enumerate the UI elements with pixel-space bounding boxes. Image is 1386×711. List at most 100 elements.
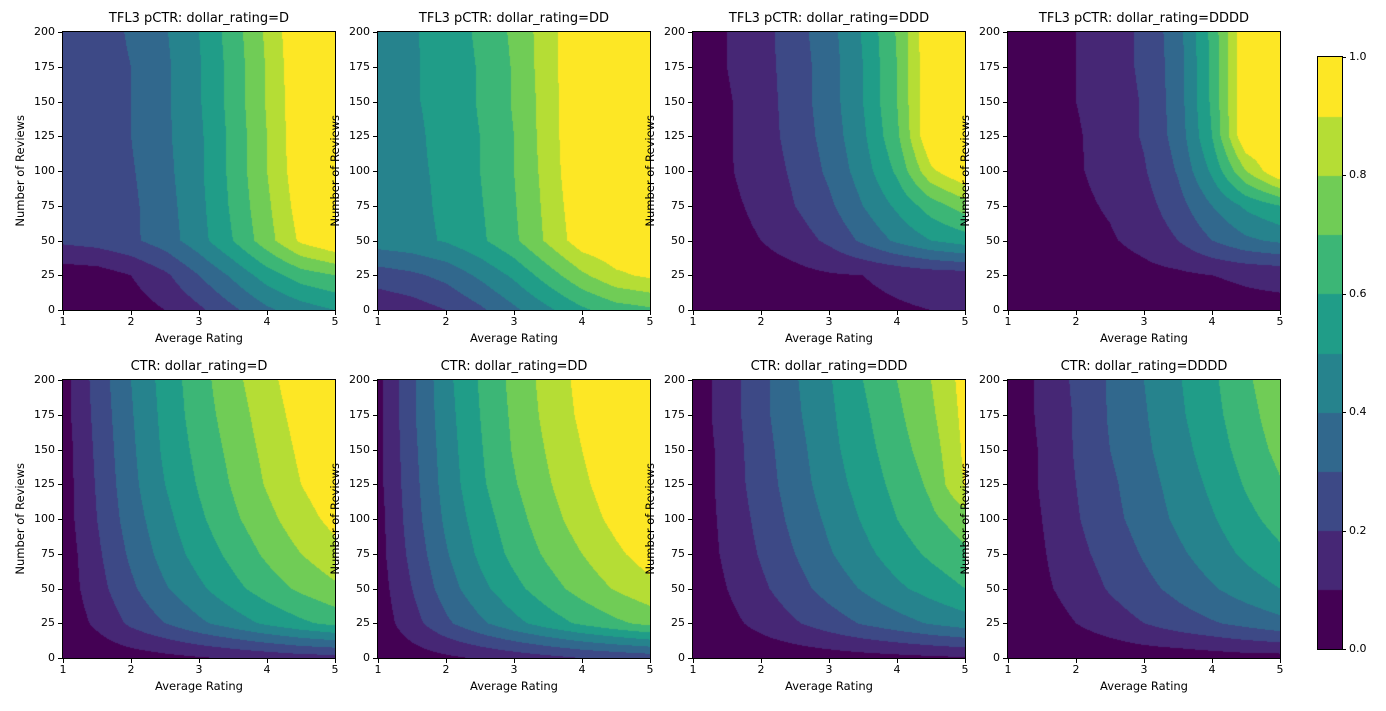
subplot-tfl3-pctr-dollar-rating-dd-x-tick-label: 1 [374,315,382,328]
subplot-ctr-dollar-rating-dd-y-tick-mark [373,554,377,555]
subplot-ctr-dollar-rating-ddd-y-tick-label: 50 [671,582,685,595]
subplot-ctr-dollar-rating-dddd-x-tick-label: 4 [1208,663,1216,676]
subplot-tfl3-pctr-dollar-rating-ddd-y-tick-label: 50 [671,234,685,247]
subplot-tfl3-pctr-dollar-rating-d-contour-canvas [62,31,336,311]
subplot-ctr-dollar-rating-d-y-tick-label: 50 [41,582,55,595]
subplot-ctr-dollar-rating-dd-y-tick-mark [373,623,377,624]
colorbar-tick-mark [1342,649,1346,650]
subplot-ctr-dollar-rating-ddd-y-tick-label: 125 [664,477,685,490]
subplot-tfl3-pctr-dollar-rating-d-x-tick-mark [63,311,64,315]
subplot-ctr-dollar-rating-dddd-y-tick-label: 175 [979,408,1000,421]
subplot-tfl3-pctr-dollar-rating-dd-y-tick-label: 50 [356,234,370,247]
subplot-ctr-dollar-rating-d-y-tick-label: 100 [34,512,55,525]
subplot-tfl3-pctr-dollar-rating-d-x-tick-mark [267,311,268,315]
subplot-tfl3-pctr-dollar-rating-dddd-y-tick-mark [1003,241,1007,242]
subplot-tfl3-pctr-dollar-rating-ddd-y-tick-mark [688,275,692,276]
subplot-ctr-dollar-rating-d-x-tick-label: 1 [59,663,67,676]
subplot-tfl3-pctr-dollar-rating-ddd-y-tick-label: 100 [664,164,685,177]
subplot-ctr-dollar-rating-ddd-y-tick-label: 175 [664,408,685,421]
subplot-ctr-dollar-rating-ddd-y-tick-mark [688,519,692,520]
subplot-tfl3-pctr-dollar-rating-dd-y-tick-label: 175 [349,60,370,73]
subplot-tfl3-pctr-dollar-rating-dd-title: TFL3 pCTR: dollar_rating=DD [418,11,610,26]
subplot-ctr-dollar-rating-dddd-y-tick-mark [1003,380,1007,381]
subplot-ctr-dollar-rating-dddd-y-tick-label: 50 [986,582,1000,595]
subplot-tfl3-pctr-dollar-rating-ddd-y-tick-mark [688,206,692,207]
subplot-ctr-dollar-rating-d-x-tick-label: 2 [127,663,135,676]
colorbar-tick-mark [1342,531,1346,532]
colorbar-tick-label: 0.4 [1349,405,1367,418]
subplot-ctr-dollar-rating-dd-y-tick-mark [373,450,377,451]
subplot-tfl3-pctr-dollar-rating-ddd-x-tick-label: 1 [689,315,697,328]
subplot-tfl3-pctr-dollar-rating-d-x-tick-label: 4 [263,315,271,328]
subplot-tfl3-pctr-dollar-rating-dd-x-tick-label: 4 [578,315,586,328]
subplot-tfl3-pctr-dollar-rating-d-x-tick-mark [335,311,336,315]
subplot-tfl3-pctr-dollar-rating-dddd-y-tick-label: 50 [986,234,1000,247]
subplot-tfl3-pctr-dollar-rating-ddd-y-tick-mark [688,67,692,68]
subplot-ctr-dollar-rating-d-x-tick-label: 5 [331,663,339,676]
subplot-ctr-dollar-rating-dddd-y-tick-mark [1003,415,1007,416]
subplot-tfl3-pctr-dollar-rating-dddd-y-tick-label: 25 [986,268,1000,281]
subplot-tfl3-pctr-dollar-rating-dddd-y-tick-mark [1003,171,1007,172]
subplot-tfl3-pctr-dollar-rating-dd-y-tick-mark [373,241,377,242]
subplot-tfl3-pctr-dollar-rating-dd-y-tick-mark [373,32,377,33]
subplot-ctr-dollar-rating-ddd-y-tick-mark [688,450,692,451]
subplot-ctr-dollar-rating-d-y-tick-mark [58,415,62,416]
subplot-ctr-dollar-rating-dd-x-tick-label: 4 [578,663,586,676]
colorbar-gradient [1317,56,1343,650]
subplot-ctr-dollar-rating-ddd-y-tick-label: 100 [664,512,685,525]
subplot-ctr-dollar-rating-d-y-tick-mark [58,623,62,624]
subplot-ctr-dollar-rating-d-y-tick-label: 200 [34,373,55,386]
subplot-tfl3-pctr-dollar-rating-dd-y-tick-mark [373,275,377,276]
subplot-tfl3-pctr-dollar-rating-ddd-x-tick-mark [829,311,830,315]
subplot-tfl3-pctr-dollar-rating-dddd-y-tick-label: 200 [979,25,1000,38]
subplot-ctr-dollar-rating-dddd-y-tick-label: 25 [986,616,1000,629]
subplot-ctr-dollar-rating-d-xlabel: Average Rating [155,679,243,693]
subplot-ctr-dollar-rating-ddd-y-tick-mark [688,589,692,590]
subplot-ctr-dollar-rating-ddd-x-tick-label: 2 [757,663,765,676]
subplot-ctr-dollar-rating-dddd-y-tick-label: 0 [993,651,1000,664]
subplot-ctr-dollar-rating-d-y-tick-mark [58,658,62,659]
subplot-ctr-dollar-rating-d-y-tick-label: 150 [34,443,55,456]
subplot-ctr-dollar-rating-dd-contour-canvas [377,379,651,659]
subplot-tfl3-pctr-dollar-rating-d-y-tick-mark [58,67,62,68]
subplot-ctr-dollar-rating-dd-y-tick-label: 0 [363,651,370,664]
subplot-tfl3-pctr-dollar-rating-ddd-y-tick-mark [688,241,692,242]
subplot-ctr-dollar-rating-ddd-x-tick-label: 3 [825,663,833,676]
subplot-tfl3-pctr-dollar-rating-ddd-y-tick-label: 75 [671,199,685,212]
subplot-tfl3-pctr-dollar-rating-ddd-contour-canvas [692,31,966,311]
subplot-tfl3-pctr-dollar-rating-ddd-y-tick-mark [688,136,692,137]
subplot-ctr-dollar-rating-dddd-x-tick-label: 5 [1276,663,1284,676]
subplot-tfl3-pctr-dollar-rating-ddd-y-tick-mark [688,310,692,311]
subplot-tfl3-pctr-dollar-rating-ddd-x-tick-label: 3 [825,315,833,328]
subplot-tfl3-pctr-dollar-rating-d-y-tick-label: 100 [34,164,55,177]
subplot-tfl3-pctr-dollar-rating-dddd-x-tick-mark [1076,311,1077,315]
subplot-tfl3-pctr-dollar-rating-dddd-y-tick-mark [1003,102,1007,103]
colorbar-tick-mark [1342,412,1346,413]
subplot-ctr-dollar-rating-ddd-y-tick-mark [688,554,692,555]
subplot-ctr-dollar-rating-ddd-x-tick-mark [761,659,762,663]
subplot-tfl3-pctr-dollar-rating-ddd-y-tick-label: 200 [664,25,685,38]
subplot-ctr-dollar-rating-d-x-tick-mark [199,659,200,663]
subplot-ctr-dollar-rating-dddd-x-tick-mark [1212,659,1213,663]
subplot-tfl3-pctr-dollar-rating-dddd-x-tick-label: 3 [1140,315,1148,328]
subplot-ctr-dollar-rating-ddd-y-tick-label: 150 [664,443,685,456]
subplot-tfl3-pctr-dollar-rating-dd-y-tick-mark [373,171,377,172]
subplot-tfl3-pctr-dollar-rating-d-y-tick-mark [58,171,62,172]
subplot-ctr-dollar-rating-d-x-tick-label: 4 [263,663,271,676]
subplot-ctr-dollar-rating-d-y-tick-label: 125 [34,477,55,490]
subplot-tfl3-pctr-dollar-rating-d-y-tick-label: 175 [34,60,55,73]
subplot-ctr-dollar-rating-d-x-tick-mark [335,659,336,663]
subplot-tfl3-pctr-dollar-rating-dddd-x-tick-mark [1008,311,1009,315]
subplot-tfl3-pctr-dollar-rating-d-xlabel: Average Rating [155,331,243,345]
subplot-ctr-dollar-rating-ddd-y-tick-mark [688,415,692,416]
subplot-tfl3-pctr-dollar-rating-dd-x-tick-label: 5 [646,315,654,328]
subplot-ctr-dollar-rating-dddd-y-tick-mark [1003,519,1007,520]
colorbar-tick-label: 0.8 [1349,168,1367,181]
subplot-ctr-dollar-rating-dddd-x-tick-mark [1144,659,1145,663]
subplot-ctr-dollar-rating-dd-x-tick-mark [650,659,651,663]
subplot-ctr-dollar-rating-dddd-title: CTR: dollar_rating=DDDD [1060,359,1228,374]
subplot-tfl3-pctr-dollar-rating-dd-xlabel: Average Rating [470,331,558,345]
subplot-ctr-dollar-rating-ddd-contour-canvas [692,379,966,659]
subplot-tfl3-pctr-dollar-rating-dd-x-tick-label: 3 [510,315,518,328]
subplot-ctr-dollar-rating-dddd-x-tick-mark [1008,659,1009,663]
